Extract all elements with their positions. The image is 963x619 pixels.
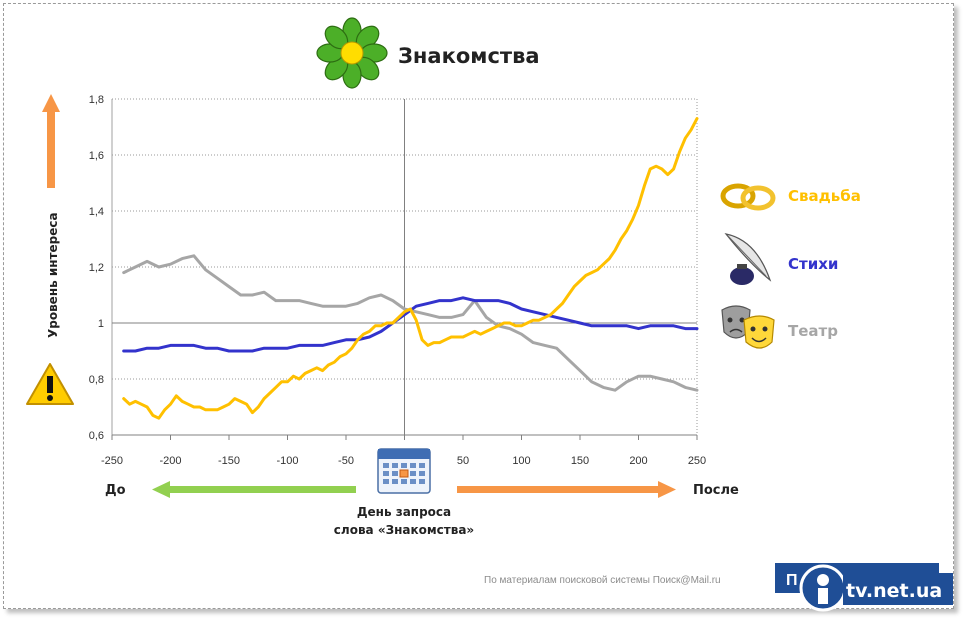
x-tick-label: 50 bbox=[457, 455, 469, 467]
x-tick-label: -150 bbox=[218, 455, 240, 467]
legend-label-teatr: Театр bbox=[788, 322, 838, 340]
series-line-1 bbox=[122, 296, 699, 353]
y-tick-label: 0,6 bbox=[89, 430, 104, 442]
x-tick-label: 100 bbox=[512, 455, 530, 467]
x-tick-label: -100 bbox=[276, 455, 298, 467]
flower-logo-icon bbox=[316, 17, 388, 89]
x-tick-label: 250 bbox=[688, 455, 706, 467]
x-tick-label: -250 bbox=[101, 455, 123, 467]
chart-title: Знакомства bbox=[398, 44, 540, 68]
up-arrow-icon bbox=[42, 94, 60, 112]
y-tick-label: 1,6 bbox=[89, 150, 104, 162]
plot-area: 0,6 0,8 1 1,2 1,4 1,6 1,8 -250 -200 -150 -100 -50 50… bbox=[89, 94, 706, 467]
calendar-icon bbox=[377, 448, 431, 494]
before-label: До bbox=[105, 483, 126, 498]
y-tick-label: 1,2 bbox=[89, 262, 104, 274]
theatre-masks-icon bbox=[721, 305, 775, 349]
quill-inkpot-icon bbox=[724, 233, 772, 285]
footer-source: По материалам поисковой системы Поиск@Ma… bbox=[484, 575, 721, 586]
y-axis-label: Уровень интереса bbox=[46, 212, 60, 338]
y-axis-arrow-shaft bbox=[47, 110, 55, 188]
y-tick-label: 1,4 bbox=[89, 206, 104, 218]
series-line-0 bbox=[122, 117, 699, 420]
before-arrow-shaft bbox=[168, 486, 356, 493]
x-tick-label: 150 bbox=[571, 455, 589, 467]
watermark-logo-icon bbox=[799, 564, 953, 612]
legend-label-stikhi: Стихи bbox=[788, 255, 838, 273]
after-label: После bbox=[693, 483, 739, 498]
center-caption-line1: День запроса bbox=[357, 505, 451, 519]
y-tick-label: 1 bbox=[98, 318, 104, 330]
y-tick-label: 0,8 bbox=[89, 374, 104, 386]
right-arrow-icon bbox=[658, 481, 676, 498]
left-arrow-icon bbox=[152, 481, 170, 498]
y-tick-label: 1,8 bbox=[89, 94, 104, 106]
warning-icon bbox=[26, 363, 74, 405]
center-caption-line2: слова «Знакомства» bbox=[334, 523, 474, 537]
x-tick-label: -200 bbox=[159, 455, 181, 467]
x-tick-label: -50 bbox=[338, 455, 354, 467]
rings-icon bbox=[720, 183, 776, 211]
legend-label-svadba: Свадьба bbox=[788, 187, 861, 205]
footer-button-label: П bbox=[786, 572, 798, 589]
after-arrow-shaft bbox=[457, 486, 659, 493]
x-tick-label: 200 bbox=[629, 455, 647, 467]
watermark-text: tv.net.ua bbox=[846, 580, 942, 602]
